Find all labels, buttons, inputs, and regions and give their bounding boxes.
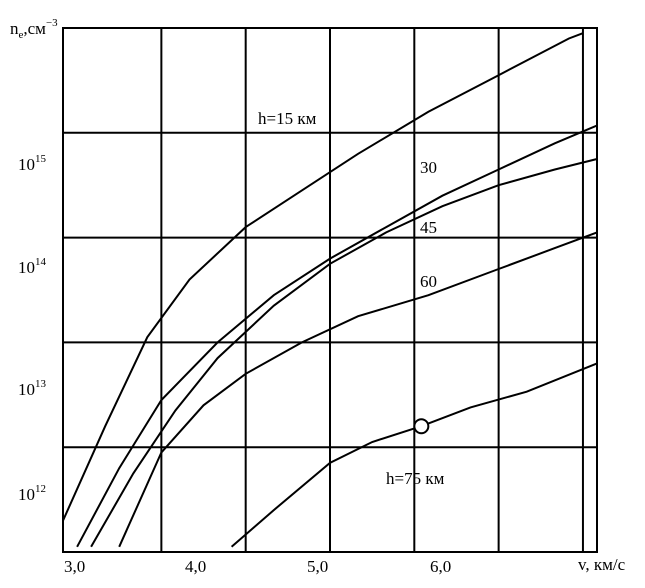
y-tick-label: 1012 [18,483,46,504]
y-axis-label: ne,см−3 [10,17,58,41]
x-tick-label: 6,0 [430,557,451,576]
grid-lines [62,27,598,553]
series-label-h15: h=15 км [258,109,317,128]
x-tick-label: 5,0 [307,557,328,576]
series-label-h75: h=75 км [386,469,445,488]
y-tick-label: 1014 [18,256,47,277]
series-line [76,124,598,548]
x-axis-label: v, км/с [578,555,626,574]
series-label-30: 30 [420,158,437,177]
x-tick-label: 4,0 [185,557,206,576]
x-tick-label: 3,0 [64,557,85,576]
markers [413,418,430,435]
y-tick-label: 1013 [18,378,47,399]
highlight-point [413,418,430,435]
series-curves [62,32,598,548]
series-label-60: 60 [420,272,437,291]
series-line [230,362,598,548]
series-line [62,32,584,522]
y-tick-label: 1015 [18,153,47,174]
series-label-45: 45 [420,218,437,237]
series-line [118,231,598,548]
series-line [90,158,598,548]
